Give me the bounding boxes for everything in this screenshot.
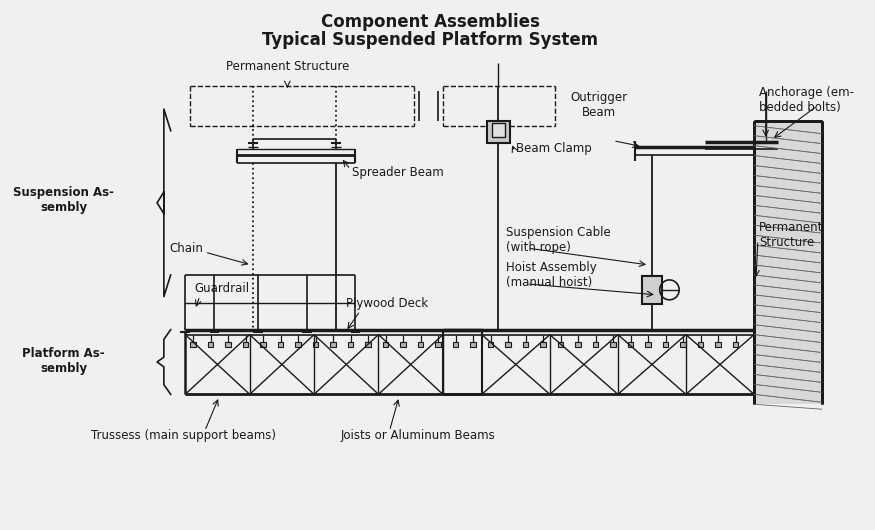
Bar bbox=[754, 121, 822, 404]
Text: Spreader Beam: Spreader Beam bbox=[352, 166, 444, 179]
Bar bbox=[295, 342, 301, 347]
Bar bbox=[662, 342, 668, 347]
Bar bbox=[715, 342, 721, 347]
Text: Plywood Deck: Plywood Deck bbox=[346, 297, 428, 310]
Bar bbox=[645, 342, 651, 347]
Bar bbox=[347, 342, 354, 347]
Bar bbox=[492, 123, 505, 137]
Text: Component Assemblies: Component Assemblies bbox=[321, 13, 540, 31]
Text: Joists or Aluminum Beams: Joists or Aluminum Beams bbox=[341, 429, 495, 442]
Bar bbox=[260, 342, 266, 347]
Bar bbox=[697, 342, 704, 347]
Bar bbox=[190, 342, 196, 347]
Bar bbox=[365, 342, 371, 347]
Text: Chain: Chain bbox=[170, 242, 204, 254]
Bar bbox=[592, 342, 598, 347]
Text: Platform As-
sembly: Platform As- sembly bbox=[23, 348, 105, 375]
Text: Suspension As-
sembly: Suspension As- sembly bbox=[13, 187, 115, 214]
Text: Permanent
Structure: Permanent Structure bbox=[759, 221, 823, 249]
Bar bbox=[732, 342, 738, 347]
Bar bbox=[452, 342, 458, 347]
Text: Anchorage (em-
bedded bolts): Anchorage (em- bedded bolts) bbox=[759, 86, 854, 114]
Text: Guardrail: Guardrail bbox=[194, 282, 249, 295]
Bar bbox=[207, 342, 214, 347]
Bar bbox=[487, 342, 493, 347]
Bar bbox=[557, 342, 564, 347]
Bar bbox=[417, 342, 424, 347]
Text: Hoist Assembly
(manual hoist): Hoist Assembly (manual hoist) bbox=[506, 261, 597, 289]
Text: Typical Suspended Platform System: Typical Suspended Platform System bbox=[262, 31, 598, 49]
Bar bbox=[505, 342, 511, 347]
Text: Trussess (main support beams): Trussess (main support beams) bbox=[91, 429, 276, 442]
Bar bbox=[642, 276, 662, 304]
Text: Suspension Cable
(with rope): Suspension Cable (with rope) bbox=[506, 226, 611, 254]
Bar bbox=[435, 342, 441, 347]
Bar bbox=[487, 121, 510, 143]
Text: Permanent Structure: Permanent Structure bbox=[226, 60, 349, 73]
Bar bbox=[522, 342, 528, 347]
Bar bbox=[242, 342, 248, 347]
Bar bbox=[627, 342, 634, 347]
Bar bbox=[680, 342, 686, 347]
Bar bbox=[610, 342, 616, 347]
Bar bbox=[382, 342, 388, 347]
Bar bbox=[330, 342, 336, 347]
Text: Outrigger
Beam: Outrigger Beam bbox=[570, 91, 627, 119]
Bar bbox=[470, 342, 476, 347]
Bar bbox=[400, 342, 406, 347]
Bar bbox=[540, 342, 546, 347]
Bar bbox=[225, 342, 231, 347]
Text: Beam Clamp: Beam Clamp bbox=[516, 142, 592, 155]
Bar bbox=[312, 342, 318, 347]
Bar bbox=[277, 342, 284, 347]
Bar bbox=[575, 342, 581, 347]
